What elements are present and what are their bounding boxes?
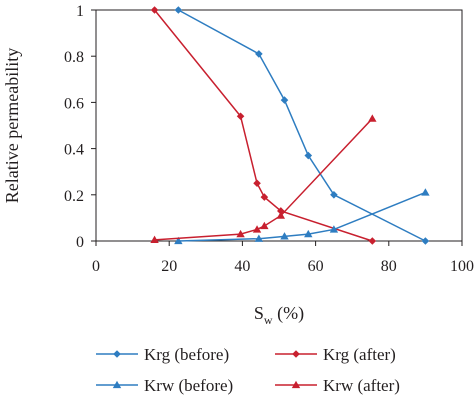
- x-tick-label: 100: [450, 258, 474, 275]
- plot-frame: [95, 9, 463, 242]
- legend-marker: [113, 350, 121, 358]
- series-line-krg-before: [177, 9, 426, 242]
- y-tick-label: 0.8: [64, 49, 84, 66]
- legend-marker: [291, 380, 301, 389]
- data-point-krg-after: [150, 6, 159, 14]
- data-point-krg-before: [421, 237, 430, 245]
- data-point-krw-after: [150, 235, 159, 243]
- data-point-krw-before: [304, 229, 313, 238]
- y-tick-label: 1: [76, 3, 84, 20]
- legend-item-krw-after: Krw (after): [275, 376, 400, 395]
- data-point-krw-after: [252, 225, 262, 233]
- legend-item-krw-before: Krw (before): [96, 376, 233, 395]
- data-point-krg-before: [330, 191, 338, 199]
- data-point-krw-after: [260, 221, 269, 230]
- series-krw-before: [174, 188, 430, 245]
- series-line-krg-after: [153, 9, 373, 242]
- data-point-krg-after: [253, 179, 261, 188]
- series-krg-before: [174, 6, 430, 245]
- legend-label: Krg (before): [144, 345, 229, 364]
- series-line-krw-before: [178, 191, 426, 242]
- data-point-krw-before: [254, 234, 264, 242]
- data-point-krw-before: [329, 225, 339, 233]
- data-point-krg-after: [236, 112, 245, 121]
- series-krg-after: [150, 6, 377, 245]
- data-point-krw-before: [280, 232, 289, 240]
- data-point-krw-after: [368, 114, 377, 122]
- x-tick-label: 0: [92, 258, 100, 275]
- y-tick-label: 0: [76, 234, 84, 251]
- axes: 0 20 40 60 80 100 0 0.2 0.4 0.6 0.8 1: [64, 3, 474, 275]
- data-point-krw-after: [276, 211, 286, 219]
- x-tick-label: 60: [308, 258, 324, 275]
- legend-item-krg-after: Krg (after): [275, 345, 396, 364]
- data-point-krg-before: [304, 151, 313, 160]
- x-axis-title-unit: (%): [273, 303, 304, 324]
- x-axis-title-main: S: [254, 303, 264, 323]
- data-point-krg-after: [260, 193, 269, 201]
- legend-marker: [112, 380, 122, 389]
- legend: Krg (before) Krg (after) Krw (before) Krw (…: [96, 345, 400, 395]
- series-layer: [150, 6, 430, 245]
- y-tick-label: 0.4: [64, 142, 84, 159]
- x-tick-label: 20: [161, 258, 177, 275]
- legend-marker: [292, 350, 300, 358]
- data-point-krg-after: [368, 237, 377, 245]
- x-tick-label: 80: [381, 258, 397, 275]
- x-axis-title-subscript: w: [264, 313, 273, 327]
- series-line-krw-after: [154, 118, 373, 241]
- legend-label: Krg (after): [323, 345, 396, 364]
- x-tick-label: 40: [234, 258, 250, 275]
- legend-item-krg-before: Krg (before): [96, 345, 229, 364]
- y-axis-title: Relative permeability: [2, 48, 22, 203]
- data-point-krg-before: [255, 50, 263, 58]
- legend-label: Krw (after): [323, 376, 400, 395]
- y-tick-label: 0.2: [64, 188, 84, 205]
- data-point-krw-before: [421, 188, 430, 196]
- data-point-krg-after: [277, 207, 285, 215]
- data-point-krw-after: [236, 229, 245, 238]
- y-tick-label: 0.6: [64, 95, 84, 112]
- plot-area: [95, 9, 463, 242]
- data-point-krw-before: [174, 236, 183, 245]
- series-krw-after: [150, 114, 377, 243]
- x-axis-title: Sw (%): [254, 303, 304, 327]
- data-point-krg-before: [280, 96, 289, 104]
- data-point-krg-before: [174, 6, 183, 14]
- legend-label: Krw (before): [144, 376, 233, 395]
